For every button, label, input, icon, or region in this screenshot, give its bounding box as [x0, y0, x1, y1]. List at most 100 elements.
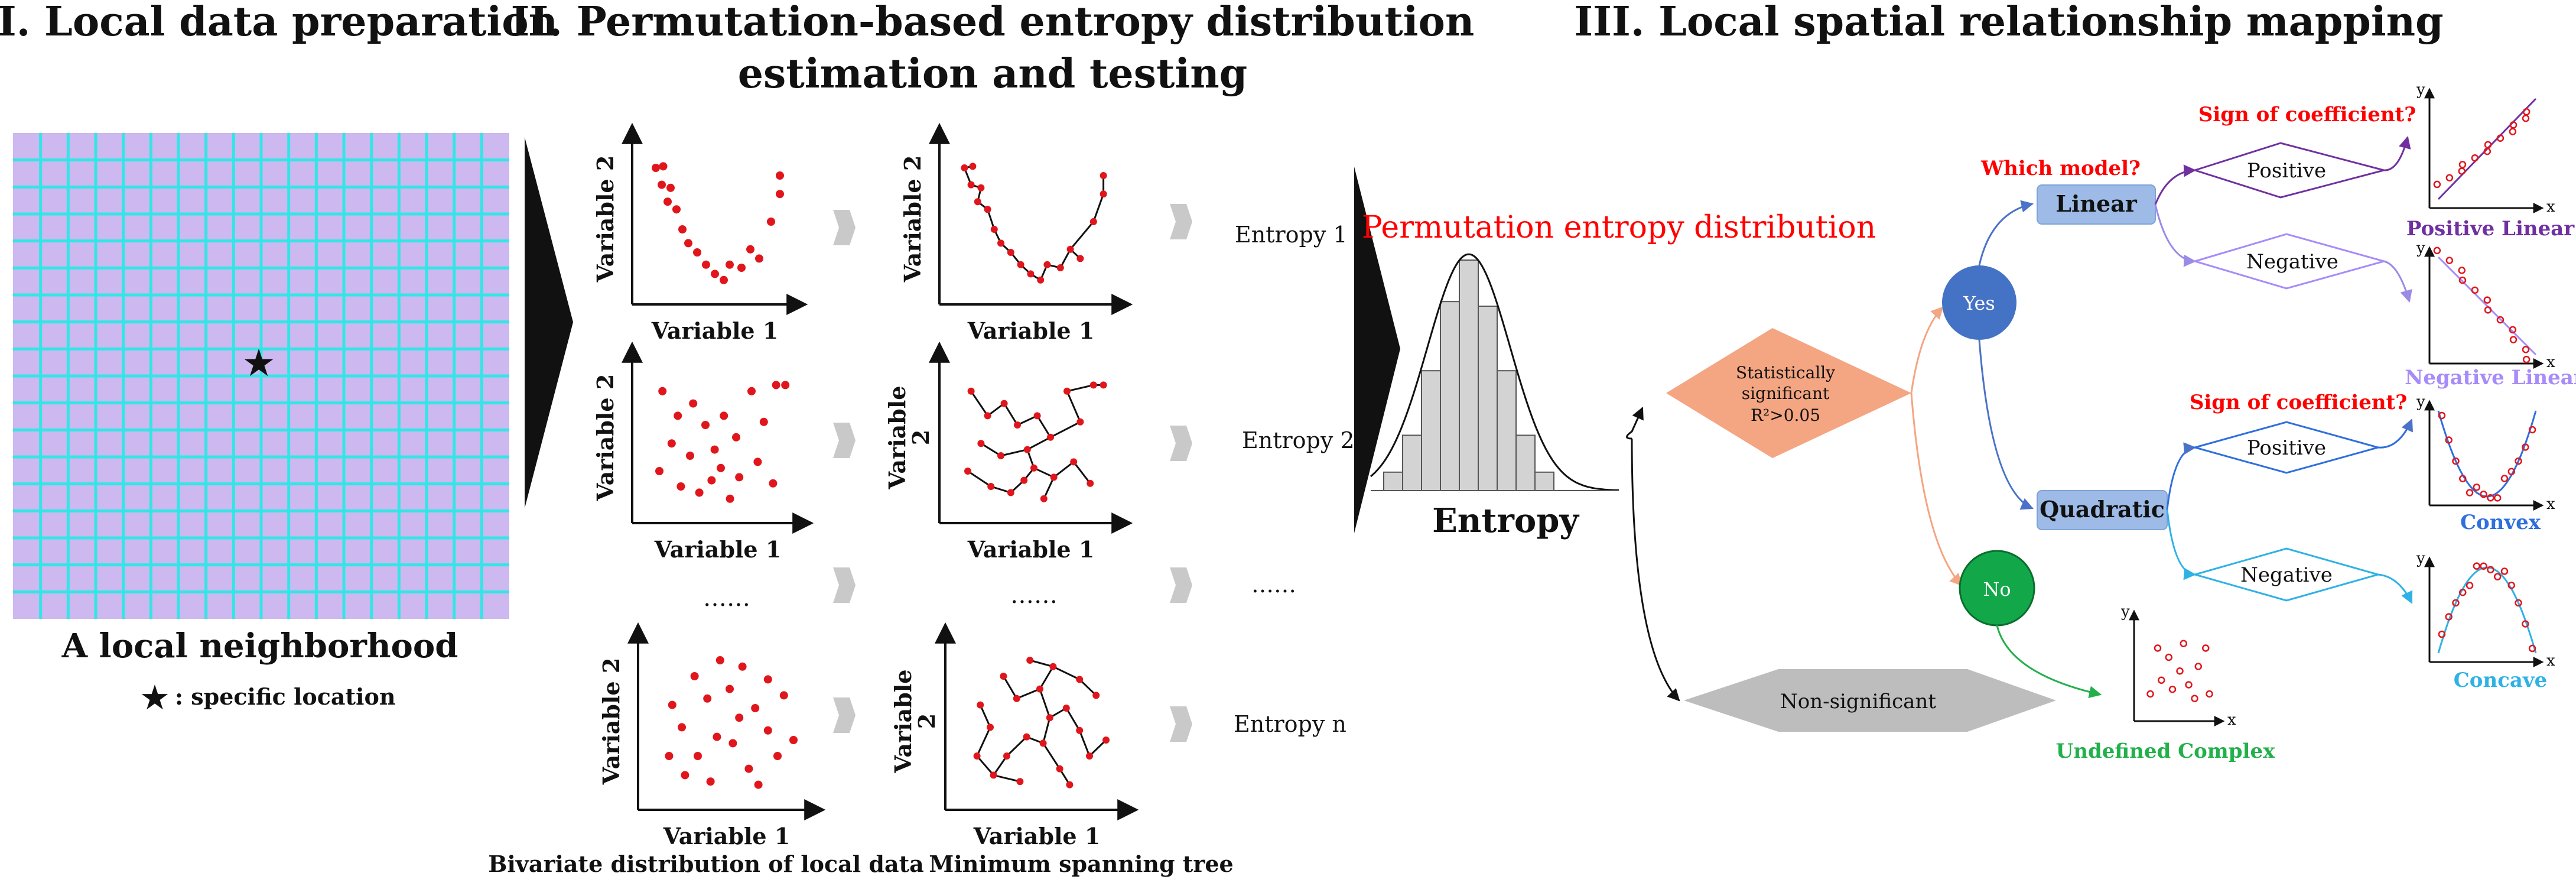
- data-point: [1017, 261, 1024, 268]
- data-point: [967, 181, 975, 189]
- data-point: [779, 691, 788, 700]
- data-point: [977, 184, 985, 192]
- data-point: [776, 171, 784, 180]
- quadratic-model-label: Quadratic: [2040, 496, 2165, 523]
- data-point: [1000, 400, 1008, 407]
- mst-edge: [1006, 736, 1027, 757]
- data-point: [1003, 752, 1010, 760]
- section-two-title-line2: estimation and testing: [738, 50, 1247, 98]
- connector-yes-linear: [1978, 200, 2034, 266]
- connector-to-yes: [1910, 306, 1944, 394]
- scatter-plot: Variable 1 Variable 2: [592, 341, 814, 563]
- mini-point: [2483, 147, 2492, 155]
- gray-arrow: [833, 210, 856, 245]
- mst-edge: [1092, 193, 1105, 222]
- positive-linear-label: Positive: [2247, 159, 2326, 183]
- mini-point: [2202, 644, 2210, 652]
- data-point: [1023, 733, 1030, 741]
- mst-edge: [1078, 730, 1091, 757]
- scatter-plot: Variable 1 Variable 2: [598, 622, 826, 849]
- mini-point: [2471, 286, 2479, 294]
- mst-edge: [967, 470, 992, 488]
- mini-point: [2487, 566, 2494, 573]
- data-point: [969, 163, 977, 170]
- mst-edge: [1016, 688, 1040, 700]
- data-point: [1056, 264, 1064, 271]
- mst-edge: [1053, 461, 1075, 478]
- mini-point: [2528, 644, 2536, 653]
- data-point: [715, 656, 724, 664]
- y-axis-label: Variable: [884, 386, 910, 490]
- y-axis-label: Variable 2: [592, 374, 619, 502]
- data-point: [1102, 736, 1110, 744]
- data-point: [776, 190, 784, 199]
- data-point: [1100, 190, 1107, 198]
- mini-point: [2515, 599, 2522, 607]
- negative-linear-label: Negative: [2246, 250, 2338, 274]
- data-point: [987, 723, 994, 731]
- data-point: [690, 672, 699, 680]
- connector-positive-linear-result: [2383, 135, 2411, 171]
- data-point: [751, 704, 760, 712]
- data-point: [1046, 714, 1053, 722]
- data-point: [987, 483, 995, 490]
- histogram-bar: [1515, 434, 1536, 492]
- data-point: [1063, 387, 1071, 395]
- mst-edge: [1088, 739, 1107, 757]
- mini-point: [2466, 489, 2474, 497]
- data-point: [984, 206, 991, 213]
- data-point: [1062, 705, 1070, 712]
- mini-point: [2433, 180, 2441, 189]
- mst-edge: [993, 755, 1008, 776]
- data-point: [1100, 172, 1107, 179]
- data-point: [964, 468, 971, 475]
- mini-point: [2509, 128, 2517, 135]
- mst-edge: [1039, 689, 1051, 718]
- data-point: [747, 387, 756, 395]
- y-axis-label: Variable: [890, 670, 916, 774]
- data-point: [967, 387, 975, 395]
- connector-negative-linear-result: [2383, 260, 2412, 303]
- data-point: [789, 736, 798, 744]
- mst-edge: [1027, 436, 1051, 450]
- fit-line: [2437, 256, 2537, 356]
- mini-point: [2507, 582, 2515, 589]
- transition-arrow-1: [525, 137, 573, 508]
- data-point: [974, 198, 981, 206]
- data-point: [728, 739, 737, 748]
- legend-star-icon: ★: [139, 677, 170, 718]
- data-point: [1100, 381, 1107, 389]
- histogram-bar: [1402, 434, 1422, 492]
- mst-edge: [1033, 467, 1055, 478]
- data-point: [1036, 685, 1043, 693]
- connector-convex-result: [2377, 418, 2413, 449]
- mst-edge: [1029, 659, 1053, 668]
- data-point: [652, 164, 660, 172]
- mst-edge: [970, 390, 988, 417]
- section-one-title: I. Local data preparation: [0, 0, 558, 46]
- mini-point: [2500, 567, 2509, 575]
- mini-y-label: y: [2416, 393, 2425, 411]
- data-point: [694, 752, 702, 760]
- mini-y-label: y: [2416, 239, 2425, 257]
- mini-point: [2445, 174, 2454, 181]
- data-point: [977, 440, 985, 447]
- data-point: [1033, 412, 1041, 420]
- mst-edge: [1073, 461, 1091, 484]
- negative-quadratic-label: Negative: [2240, 563, 2333, 587]
- y-axis-label-part: 2: [913, 713, 940, 729]
- data-point: [781, 381, 790, 390]
- data-point: [1000, 673, 1007, 680]
- mini-point: [2493, 573, 2502, 580]
- histogram-bar: [1421, 370, 1441, 492]
- mini-point: [2438, 630, 2446, 638]
- mini-x-label: x: [2546, 353, 2555, 371]
- mini-y-label: y: [2416, 550, 2425, 567]
- data-point: [695, 488, 704, 497]
- mst-edge: [1003, 676, 1018, 699]
- data-point: [997, 239, 1004, 247]
- mst-plot: Variable 1 Variable 2: [899, 122, 1133, 344]
- fit-curve: [2437, 410, 2537, 498]
